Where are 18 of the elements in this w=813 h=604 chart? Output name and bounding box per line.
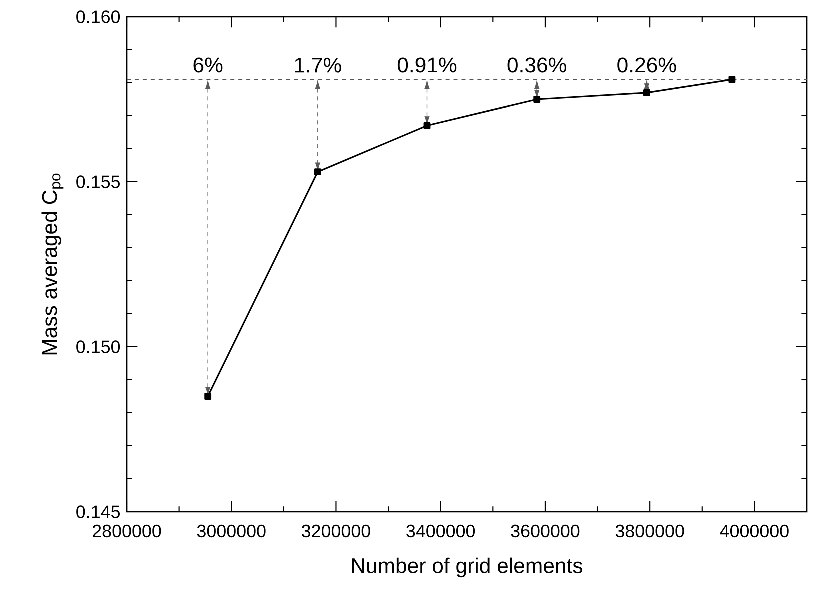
y-axis-title: Mass averaged C$_{po}$ xyxy=(42,174,64,355)
x-axis-title: Number of grid elements xyxy=(352,558,583,578)
x-tick-label: 2800000 xyxy=(92,524,162,538)
y-tick-label: 0.145 xyxy=(76,506,120,518)
x-tick-label: 3800000 xyxy=(616,524,684,538)
annotation: 0.36% xyxy=(508,58,566,73)
x-tick-label: 3400000 xyxy=(406,524,476,538)
y-tick-label: 0.160 xyxy=(76,10,120,24)
annotation: 0.26% xyxy=(618,58,676,73)
x-tick-label: 3200000 xyxy=(302,524,370,538)
y-tick-label: 0.155 xyxy=(76,176,120,188)
y-tick-label: 0.150 xyxy=(76,340,120,354)
x-tick-label: 3000000 xyxy=(197,524,266,538)
annotation: 0.91% xyxy=(398,58,457,73)
annotation: 1.7% xyxy=(295,58,342,73)
x-tick-label: 3600000 xyxy=(511,524,580,538)
x-tick-label: 4000000 xyxy=(720,524,789,538)
annotation: 6% xyxy=(194,58,223,73)
